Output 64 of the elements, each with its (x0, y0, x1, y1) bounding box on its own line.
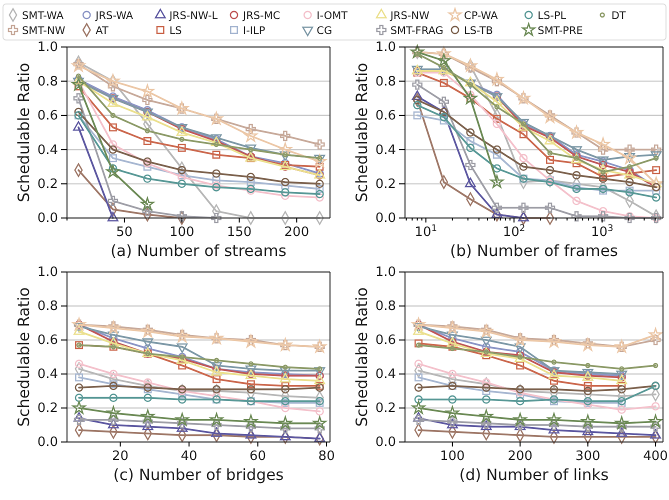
x-tick-label: 10$^{2}$ (502, 224, 526, 240)
legend-label: I-OMT (316, 10, 348, 22)
legend-label: SMT-FRAG (390, 25, 444, 37)
x-axis-title: (a) Number of streams (110, 242, 286, 260)
y-tick-label: 0.8 (37, 74, 58, 90)
legend-label: JRS-NW (389, 10, 430, 22)
x-tick-label: 200 (284, 225, 310, 240)
y-tick-label: 0.4 (375, 367, 396, 382)
legend-label: LS (169, 25, 182, 37)
legend-label: AT (96, 25, 110, 37)
legend-label: SMT-WA (22, 10, 64, 22)
x-tick-label: 80 (318, 449, 335, 464)
legend-label: DT (611, 10, 626, 22)
y-tick-label: 0.6 (37, 333, 58, 348)
legend-label: LS-TB (464, 25, 493, 37)
y-tick-label: 0.4 (37, 367, 58, 382)
x-tick-label: 300 (575, 449, 600, 464)
y-tick-label: 0.2 (375, 401, 396, 416)
y-tick-label: 0.2 (375, 176, 396, 192)
legend-label: CP-WA (464, 10, 499, 22)
y-tick-label: 0.0 (37, 435, 58, 450)
x-axis-title: (b) Number of frames (450, 242, 618, 260)
x-tick-label: 10$^{3}$ (590, 224, 614, 240)
legend-label: SMT-NW (22, 25, 66, 37)
y-tick-label: 0.8 (375, 299, 396, 314)
legend-label: CG (316, 25, 332, 37)
legend-label: LS-PL (538, 10, 566, 22)
y-tick-label: 0.8 (37, 299, 58, 314)
y-axis-title: Schedulable Ratio (353, 287, 371, 427)
x-tick-label: 50 (116, 225, 133, 240)
y-tick-label: 0.0 (375, 211, 396, 226)
x-axis-title: (c) Number of bridges (113, 466, 284, 484)
y-tick-label: 0.6 (375, 108, 396, 124)
y-tick-label: 0.6 (37, 108, 58, 124)
y-tick-label: 1.0 (375, 265, 396, 280)
y-tick-label: 0.0 (375, 435, 396, 450)
y-tick-label: 0.2 (37, 176, 58, 192)
y-tick-label: 1.0 (37, 40, 58, 56)
x-tick-label: 150 (226, 225, 252, 240)
x-tick-label: 60 (250, 449, 266, 464)
x-tick-label: 100 (440, 449, 465, 464)
x-axis-title: (d) Number of links (459, 466, 609, 484)
legend-label: SMT-PRE (538, 25, 583, 37)
y-tick-label: 0.6 (375, 333, 396, 348)
y-axis-title: Schedulable Ratio (353, 62, 371, 202)
legend-label: I-ILP (243, 25, 266, 37)
y-tick-label: 0.4 (375, 142, 396, 158)
y-tick-label: 0.8 (375, 74, 396, 90)
y-tick-label: 0.4 (37, 142, 58, 158)
x-tick-label: 10$^{1}$ (414, 224, 438, 240)
legend-label: JRS-WA (94, 10, 134, 22)
y-tick-label: 1.0 (37, 265, 58, 280)
legend-label: JRS-NW-L (168, 10, 218, 22)
y-axis-title: Schedulable Ratio (15, 287, 33, 427)
y-tick-label: 0.2 (37, 401, 58, 416)
x-tick-label: 40 (180, 449, 198, 464)
x-tick-label: 200 (508, 449, 533, 464)
legend-label: JRS-MC (242, 10, 280, 22)
y-tick-label: 1.0 (375, 40, 396, 56)
x-tick-label: 20 (112, 449, 129, 464)
y-tick-label: 0.0 (37, 211, 58, 226)
y-axis-title: Schedulable Ratio (15, 62, 33, 202)
x-tick-label: 400 (643, 449, 668, 464)
x-tick-label: 100 (169, 225, 194, 240)
